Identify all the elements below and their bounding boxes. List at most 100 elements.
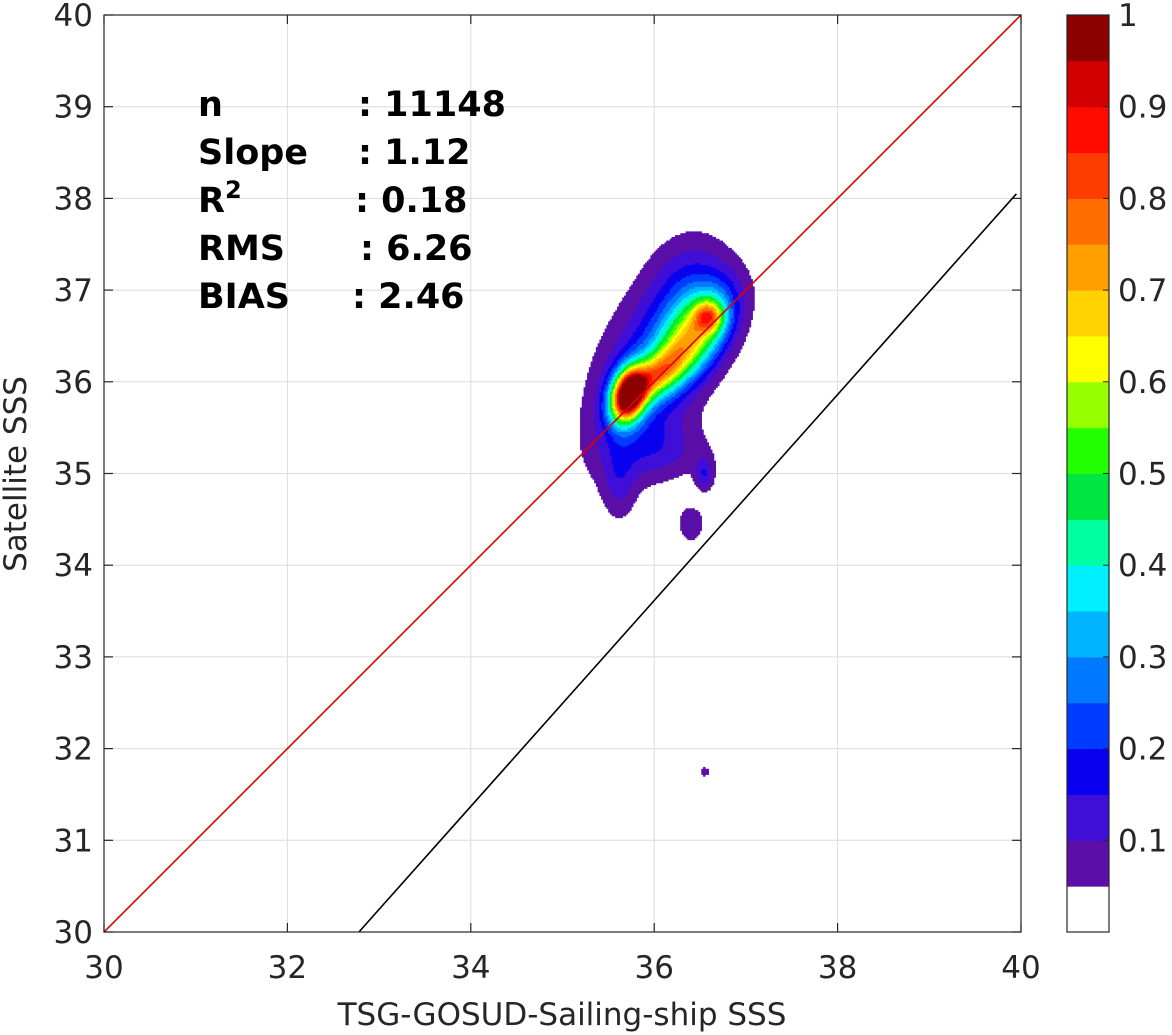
contour-cell: [657, 337, 660, 341]
contour-cell: [595, 363, 599, 366]
contour-cell: [653, 431, 657, 434]
contour-cell: [660, 436, 664, 440]
contour-cell: [653, 389, 657, 392]
contour-cell: [645, 480, 648, 484]
contour-cell: [638, 418, 641, 421]
contour-cell: [662, 411, 666, 414]
contour-cell: [609, 328, 613, 332]
contour-cell: [636, 423, 639, 427]
contour-cell: [613, 501, 616, 504]
contour-cell: [597, 440, 601, 443]
contour-cell: [625, 493, 629, 497]
contour-cell: [643, 323, 646, 326]
contour-cell: [646, 357, 650, 361]
contour-cell: [655, 471, 659, 475]
contour-cell: [632, 484, 636, 487]
contour-cell: [652, 480, 655, 484]
contour-cell: [609, 449, 613, 453]
contour-cell: [638, 323, 641, 326]
contour-cell: [662, 304, 666, 308]
contour-cell: [583, 456, 586, 460]
contour-cell: [583, 407, 586, 410]
contour-cell: [643, 480, 646, 484]
contour-cell: [616, 335, 620, 339]
contour-cell: [636, 383, 639, 387]
contour-cell: [624, 345, 627, 348]
contour-cell: [609, 381, 613, 385]
contour-cell: [615, 471, 618, 475]
contour-cell: [636, 425, 639, 429]
contour-cell: [643, 361, 646, 365]
contour-cell: [613, 431, 616, 434]
contour-cell: [662, 354, 666, 357]
contour-cell: [634, 425, 637, 429]
contour-cell: [636, 295, 639, 299]
contour-cell: [592, 412, 595, 416]
contour-cell: [616, 345, 620, 348]
contour-cell: [590, 396, 593, 399]
contour-cell: [664, 418, 667, 421]
contour-cell: [587, 401, 590, 405]
contour-cell: [604, 490, 608, 493]
contour-cell: [629, 445, 632, 449]
contour-cell: [615, 324, 618, 328]
contour-cell: [599, 411, 602, 414]
contour-cell: [608, 372, 611, 376]
contour-cell: [620, 400, 623, 403]
contour-cell: [648, 354, 651, 357]
contour-cell: [599, 447, 602, 451]
contour-cell: [581, 442, 585, 445]
contour-cell: [662, 455, 666, 458]
contour-cell: [659, 286, 662, 289]
contour-cell: [583, 394, 586, 398]
contour-cell: [632, 495, 636, 498]
contour-cell: [629, 471, 632, 475]
contour-cell: [622, 473, 625, 476]
contour-cell: [629, 488, 632, 491]
contour-cell: [616, 405, 620, 409]
contour-cell: [655, 411, 659, 414]
contour-cell: [643, 334, 646, 337]
contour-cell: [659, 438, 662, 442]
contour-cell: [585, 431, 588, 434]
contour-cell: [657, 273, 660, 277]
contour-cell: [631, 346, 634, 350]
contour-cell: [594, 383, 597, 387]
contour-cell: [659, 365, 662, 368]
contour-cell: [659, 326, 662, 330]
contour-cell: [636, 378, 639, 381]
contour-cell: [657, 449, 660, 453]
contour-cell: [601, 356, 604, 359]
contour-cell: [624, 433, 627, 436]
contour-cell: [616, 484, 620, 487]
contour-cell: [611, 389, 615, 392]
contour-cell: [620, 301, 623, 304]
contour-cell: [636, 330, 639, 333]
contour-cell: [648, 475, 651, 478]
contour-cell: [648, 440, 651, 443]
contour-cell: [662, 372, 666, 376]
contour-cell: [646, 411, 650, 414]
contour-cell: [587, 462, 590, 465]
contour-cell: [588, 381, 592, 385]
contour-cell: [632, 350, 636, 354]
contour-cell: [646, 445, 650, 449]
contour-cell: [659, 306, 662, 310]
contour-cell: [662, 326, 666, 330]
contour-cell: [648, 462, 651, 465]
contour-cell: [643, 412, 646, 416]
contour-cell: [646, 264, 650, 267]
contour-cell: [595, 440, 599, 443]
contour-cell: [632, 390, 636, 394]
contour-cell: [613, 502, 616, 506]
contour-cell: [650, 394, 653, 398]
contour-cell: [622, 308, 625, 311]
contour-cell: [618, 335, 622, 339]
contour-cell: [583, 425, 586, 429]
contour-cell: [662, 374, 666, 377]
contour-cell: [599, 431, 602, 434]
contour-cell: [585, 464, 588, 467]
contour-cell: [608, 385, 611, 388]
contour-cell: [616, 403, 620, 407]
contour-cell: [627, 471, 630, 475]
